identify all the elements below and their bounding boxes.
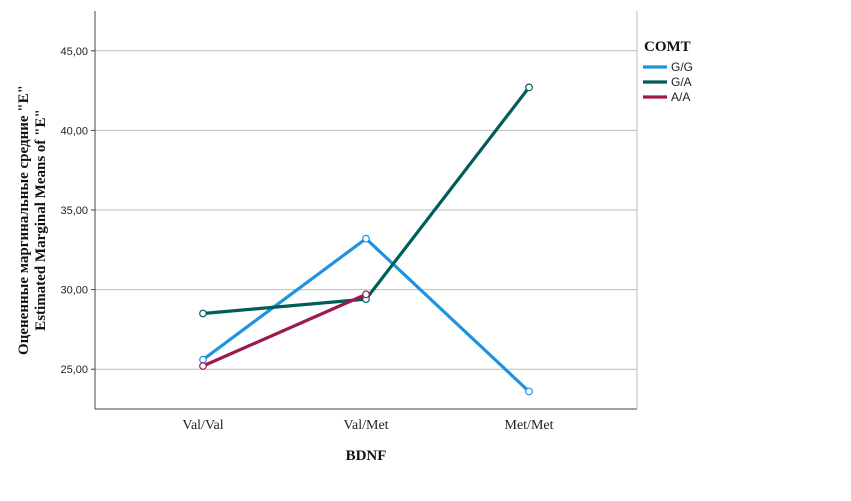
- series-line: [201, 237, 531, 394]
- y-tick-label: 30,00: [60, 285, 88, 297]
- legend-title: COMT: [644, 39, 691, 55]
- series-A-A: [199, 290, 370, 370]
- x-tick-label: Val/Met: [343, 418, 388, 433]
- data-point: [525, 387, 533, 396]
- y-axis-title-line-2: Estimated Marginal Means of "E": [33, 109, 49, 331]
- grid-lines: [95, 50, 637, 370]
- data-point: [362, 290, 370, 299]
- y-axis-title: Оцененные маргинальные средние "E" Estim…: [16, 85, 49, 355]
- data-point: [199, 309, 207, 318]
- series-G-A: [199, 83, 533, 318]
- legend-label: A/A: [671, 90, 690, 104]
- data-point: [199, 362, 207, 370]
- series-line: [201, 85, 531, 316]
- y-tick-labels: 25,00 30,00 35,00 40,00 45,00: [60, 46, 95, 376]
- data-point: [362, 234, 370, 243]
- data-point: [199, 355, 207, 364]
- series: [199, 83, 533, 396]
- legend: COMT G/GG/AA/A: [643, 39, 693, 104]
- y-tick-label: 45,00: [60, 46, 88, 58]
- series-line: [201, 292, 368, 368]
- y-axis-title-line-1: Оцененные маргинальные средние "E": [16, 85, 32, 355]
- x-tick-label: Met/Met: [505, 418, 554, 433]
- series-G-G: [199, 234, 533, 396]
- y-tick-label: 35,00: [60, 205, 88, 217]
- legend-label: G/G: [671, 60, 693, 74]
- x-tick-label: Val/Val: [182, 418, 223, 433]
- legend-label: G/A: [671, 75, 692, 89]
- x-axis-title: BDNF: [346, 448, 387, 464]
- y-tick-label: 40,00: [60, 125, 88, 137]
- y-tick-label: 25,00: [60, 364, 88, 376]
- data-point: [525, 83, 533, 92]
- x-tick-labels: Val/Val Val/Met Met/Met: [182, 418, 553, 433]
